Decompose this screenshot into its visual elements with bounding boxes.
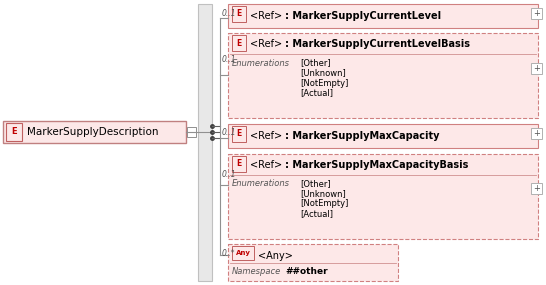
Text: <Any>: <Any>: [258, 251, 293, 261]
FancyBboxPatch shape: [228, 244, 398, 281]
Text: E: E: [11, 127, 17, 137]
Text: <Ref>: <Ref>: [250, 131, 282, 141]
FancyBboxPatch shape: [531, 183, 542, 194]
FancyBboxPatch shape: [187, 127, 196, 137]
Text: Enumerations: Enumerations: [232, 180, 290, 188]
Text: E: E: [236, 160, 242, 168]
Text: ##other: ##other: [285, 268, 328, 276]
FancyBboxPatch shape: [6, 123, 22, 141]
Text: <Ref>: <Ref>: [250, 160, 282, 170]
FancyBboxPatch shape: [232, 246, 254, 260]
FancyBboxPatch shape: [531, 8, 542, 19]
Text: : MarkerSupplyCurrentLevel: : MarkerSupplyCurrentLevel: [285, 11, 441, 21]
FancyBboxPatch shape: [228, 154, 538, 239]
Text: 0..1: 0..1: [222, 9, 236, 18]
FancyBboxPatch shape: [228, 33, 538, 118]
FancyBboxPatch shape: [232, 126, 246, 142]
FancyBboxPatch shape: [232, 35, 246, 51]
Text: [Actual]: [Actual]: [300, 89, 333, 97]
Text: 0..*: 0..*: [222, 249, 235, 258]
Text: +: +: [533, 9, 540, 18]
Text: +: +: [533, 184, 540, 193]
Text: [NotEmpty]: [NotEmpty]: [300, 78, 348, 87]
Text: : MarkerSupplyMaxCapacity: : MarkerSupplyMaxCapacity: [285, 131, 440, 141]
Text: Enumerations: Enumerations: [232, 58, 290, 68]
Text: Namespace: Namespace: [232, 268, 281, 276]
Text: E: E: [236, 129, 242, 139]
FancyBboxPatch shape: [198, 4, 212, 281]
Text: [Other]: [Other]: [300, 180, 331, 188]
Text: E: E: [236, 9, 242, 19]
Text: [Actual]: [Actual]: [300, 209, 333, 219]
Text: MarkerSupplyDescription: MarkerSupplyDescription: [27, 127, 158, 137]
FancyBboxPatch shape: [228, 124, 538, 148]
Text: : MarkerSupplyMaxCapacityBasis: : MarkerSupplyMaxCapacityBasis: [285, 160, 468, 170]
FancyBboxPatch shape: [232, 156, 246, 172]
Text: [Unknown]: [Unknown]: [300, 190, 346, 198]
Text: [Unknown]: [Unknown]: [300, 68, 346, 78]
FancyBboxPatch shape: [531, 128, 542, 139]
Text: E: E: [236, 38, 242, 48]
FancyBboxPatch shape: [232, 6, 246, 22]
FancyBboxPatch shape: [3, 121, 186, 143]
Text: [Other]: [Other]: [300, 58, 331, 68]
Text: [NotEmpty]: [NotEmpty]: [300, 200, 348, 209]
Text: +: +: [533, 129, 540, 138]
Text: : MarkerSupplyCurrentLevelBasis: : MarkerSupplyCurrentLevelBasis: [285, 39, 470, 49]
FancyBboxPatch shape: [228, 4, 538, 28]
Text: +: +: [533, 64, 540, 73]
Text: <Ref>: <Ref>: [250, 11, 282, 21]
Text: 0..1: 0..1: [222, 170, 236, 179]
FancyBboxPatch shape: [531, 63, 542, 74]
Text: Any: Any: [235, 250, 251, 256]
Text: 0..1: 0..1: [222, 55, 236, 64]
Text: <Ref>: <Ref>: [250, 39, 282, 49]
Text: 0..1: 0..1: [222, 128, 236, 137]
